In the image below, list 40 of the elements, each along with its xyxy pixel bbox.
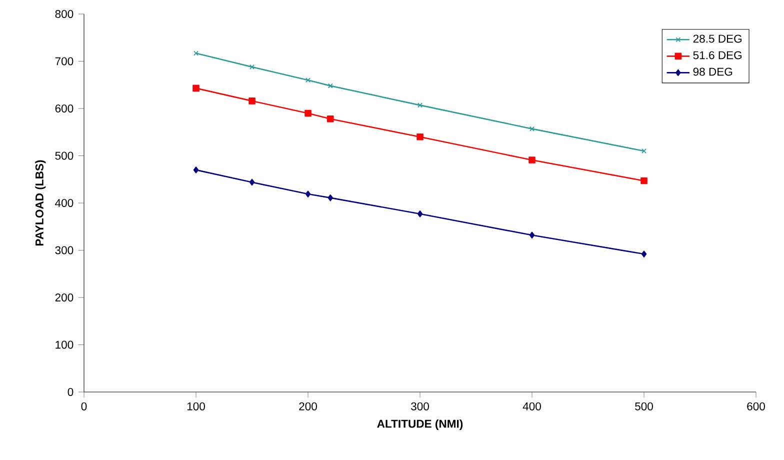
point	[417, 102, 423, 108]
point	[528, 156, 536, 164]
x-tick-label: 0	[81, 402, 87, 410]
x-tick-label: 200	[299, 402, 317, 410]
x-axis-title: ALTITUDE (NMI)	[377, 419, 463, 430]
x-tick-label: 300	[411, 402, 429, 410]
point	[328, 194, 334, 202]
y-tick-label: 300	[55, 246, 74, 254]
point	[641, 250, 647, 258]
y-tick-label: 200	[55, 294, 74, 302]
point	[249, 178, 255, 186]
point	[416, 133, 424, 140]
point	[640, 177, 648, 184]
x-tick-label: 100	[187, 402, 205, 410]
legend-label: 51.6 DEG	[693, 51, 742, 60]
point	[327, 116, 334, 122]
legend-label: 28.5 DEG	[693, 34, 742, 43]
y-tick-label: 400	[55, 199, 74, 207]
point	[529, 232, 535, 239]
x-tick-label: 400	[522, 402, 541, 410]
x-tick-label: 500	[635, 402, 653, 410]
y-tick-label: 800	[55, 10, 74, 18]
point	[417, 210, 423, 218]
y-axis-title: PAYLOAD (LBS)	[35, 160, 46, 246]
point	[328, 83, 333, 88]
point	[304, 110, 312, 117]
point	[305, 78, 311, 83]
y-tick-label: 700	[55, 57, 74, 66]
point	[248, 98, 256, 104]
y-tick-label: 100	[56, 340, 74, 349]
point	[193, 166, 199, 174]
legend-label: 98 DEG	[693, 68, 732, 76]
point	[192, 84, 200, 92]
y-tick-label: 500	[55, 152, 74, 160]
y-tick-label: 0	[68, 388, 74, 396]
x-tick-label: 600	[747, 402, 765, 410]
point	[305, 190, 311, 198]
y-tick-label: 600	[55, 104, 74, 112]
point	[249, 64, 255, 70]
point	[529, 126, 535, 132]
